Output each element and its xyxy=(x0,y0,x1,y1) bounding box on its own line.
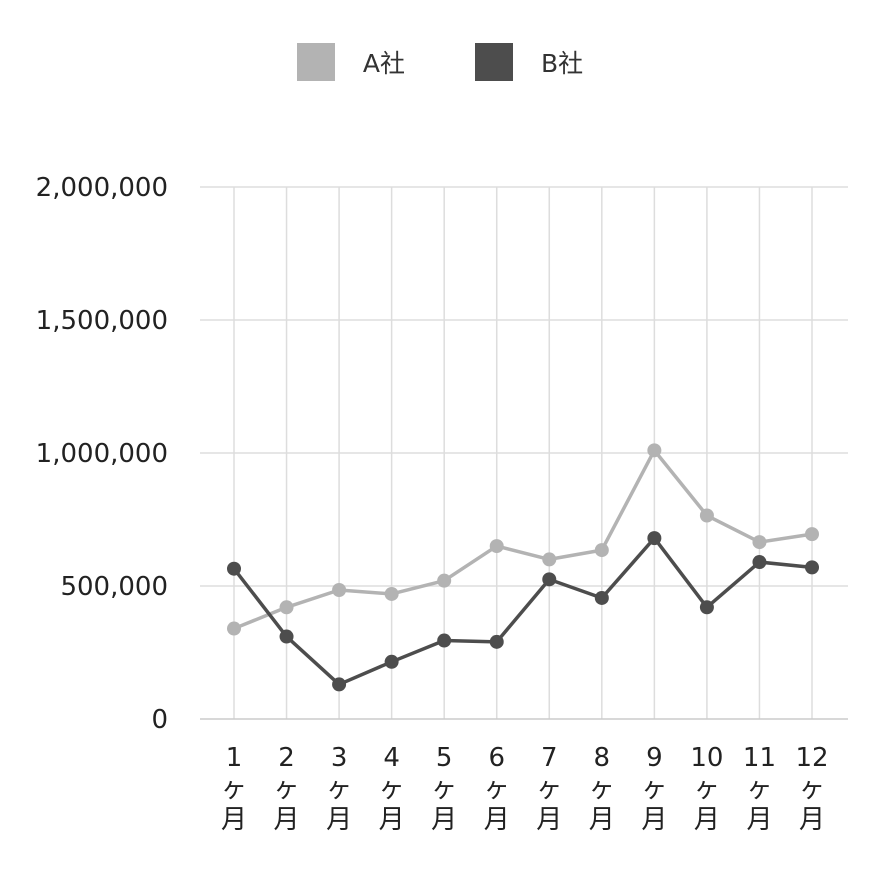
data-point-b xyxy=(752,555,767,570)
y-tick-label: 0 xyxy=(151,705,168,735)
data-point-a xyxy=(332,582,347,597)
legend-swatch-a xyxy=(296,43,335,81)
legend-item-b[interactable]: B社 xyxy=(474,43,584,81)
series-line-a xyxy=(233,448,813,631)
x-tick-label: 月 xyxy=(536,805,562,835)
data-point-b xyxy=(542,572,557,587)
data-point-b xyxy=(489,634,504,649)
x-tick-label: ヶ xyxy=(589,774,615,804)
data-point-a xyxy=(279,600,294,615)
x-tick-label: 月 xyxy=(746,805,772,835)
legend-label-a: A社 xyxy=(362,49,405,78)
x-tick-label: 4 xyxy=(383,743,400,773)
x-tick-label: 1 xyxy=(226,743,243,773)
x-tick-label: 月 xyxy=(799,805,825,835)
x-tick-label: ヶ xyxy=(536,774,562,804)
data-point-b xyxy=(805,560,819,575)
x-tick-label: 月 xyxy=(431,805,457,835)
x-tick-label: 月 xyxy=(221,805,247,835)
x-tick-label: ヶ xyxy=(431,774,457,804)
y-tick-label: 1,500,000 xyxy=(36,306,168,336)
x-tick-label: ヶ xyxy=(221,774,247,804)
x-tick-label: ヶ xyxy=(379,774,405,804)
legend-swatch-b xyxy=(474,43,513,81)
x-tick-label: ヶ xyxy=(799,774,825,804)
x-tick-label: ヶ xyxy=(274,774,300,804)
data-point-b xyxy=(647,531,662,546)
x-tick-label: 9 xyxy=(646,743,663,773)
data-point-a xyxy=(699,508,714,523)
data-point-a xyxy=(752,535,767,550)
x-tick-label: ヶ xyxy=(484,774,510,804)
x-tick-label: 月 xyxy=(484,805,510,835)
data-point-b xyxy=(437,633,452,648)
x-tick-label: 月 xyxy=(326,805,352,835)
legend: A社 B社 xyxy=(0,42,880,82)
x-tick-label: 10 xyxy=(690,743,723,773)
data-point-b xyxy=(279,629,294,644)
x-tick-label: 6 xyxy=(488,743,505,773)
data-point-a xyxy=(489,539,504,554)
x-tick-label: 2 xyxy=(278,743,295,773)
data-point-b xyxy=(699,600,714,615)
data-point-a xyxy=(227,621,241,636)
data-point-b xyxy=(594,590,609,605)
data-point-b xyxy=(227,561,241,576)
legend-label-b: B社 xyxy=(540,49,584,78)
x-tick-label: ヶ xyxy=(326,774,352,804)
x-tick-label: 3 xyxy=(331,743,348,773)
y-tick-label: 500,000 xyxy=(60,572,168,602)
series-line-b xyxy=(232,536,813,687)
x-tick-label: 7 xyxy=(541,743,558,773)
x-tick-label: 8 xyxy=(594,743,611,773)
x-tick-label: ヶ xyxy=(694,774,720,804)
data-point-b xyxy=(332,677,347,692)
x-tick-label: 月 xyxy=(379,805,405,835)
x-tick-label: ヶ xyxy=(641,774,667,804)
y-tick-label: 2,000,000 xyxy=(36,173,168,203)
data-point-a xyxy=(647,443,662,458)
x-tick-label: 月 xyxy=(589,805,615,835)
data-point-a xyxy=(384,586,399,601)
data-point-a xyxy=(594,543,609,558)
x-tick-label: 月 xyxy=(641,805,667,835)
data-point-b xyxy=(384,654,399,669)
x-tick-label: 12 xyxy=(795,743,828,773)
data-point-a xyxy=(437,573,452,588)
x-tick-label: 11 xyxy=(743,743,776,773)
legend-item-a[interactable]: A社 xyxy=(296,43,405,81)
x-tick-label: ヶ xyxy=(746,774,772,804)
x-tick-label: 5 xyxy=(436,743,453,773)
y-tick-label: 1,000,000 xyxy=(36,439,168,469)
x-tick-label: 月 xyxy=(274,805,300,835)
x-tick-label: 月 xyxy=(694,805,720,835)
data-point-a xyxy=(542,552,557,567)
data-point-a xyxy=(805,527,819,542)
